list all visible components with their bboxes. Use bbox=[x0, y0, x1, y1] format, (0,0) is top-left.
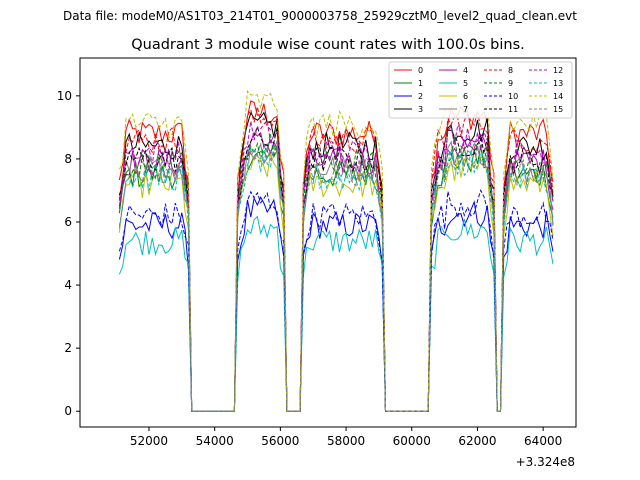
y-tick-label: 2 bbox=[64, 341, 72, 355]
y-axis: 0 2 4 6 8 10 bbox=[57, 89, 80, 418]
series-line-2 bbox=[118, 196, 554, 412]
series-line-10 bbox=[118, 188, 554, 412]
series-line-11 bbox=[118, 125, 554, 412]
legend-label-15: 15 bbox=[553, 105, 563, 114]
x-tick-label: 60000 bbox=[393, 434, 431, 448]
legend-label-14: 14 bbox=[553, 92, 563, 101]
x-tick-label: 56000 bbox=[261, 434, 299, 448]
y-tick-label: 6 bbox=[64, 215, 72, 229]
legend-label-2: 2 bbox=[418, 92, 423, 101]
legend-label-6: 6 bbox=[463, 92, 468, 101]
legend-label-13: 13 bbox=[553, 79, 563, 88]
x-offset-label: +3.324e8 bbox=[516, 455, 575, 469]
series-layer bbox=[118, 89, 554, 412]
x-tick-label: 64000 bbox=[524, 434, 562, 448]
x-tick-label: 54000 bbox=[196, 434, 234, 448]
y-tick-label: 10 bbox=[57, 89, 72, 103]
y-tick-label: 0 bbox=[64, 404, 72, 418]
series-line-15 bbox=[118, 140, 554, 412]
legend-box bbox=[388, 61, 573, 119]
plot-area: 52000 54000 56000 58000 60000 62000 64000 0 2 4 6… bbox=[57, 57, 577, 469]
legend-label-7: 7 bbox=[463, 105, 468, 114]
suptitle: Data file: modeM0/AS1T03_214T01_90000037… bbox=[63, 9, 577, 23]
y-tick-label: 8 bbox=[64, 152, 72, 166]
legend-label-8: 8 bbox=[508, 66, 513, 75]
series-line-14 bbox=[118, 89, 554, 412]
legend-label-0: 0 bbox=[418, 66, 423, 75]
legend-label-5: 5 bbox=[463, 79, 468, 88]
series-line-5 bbox=[118, 215, 554, 412]
legend-label-9: 9 bbox=[508, 79, 513, 88]
x-axis: 52000 54000 56000 58000 60000 62000 64000 bbox=[130, 427, 562, 448]
y-tick-label: 4 bbox=[64, 278, 72, 292]
legend-label-11: 11 bbox=[508, 105, 518, 114]
legend-label-10: 10 bbox=[508, 92, 518, 101]
legend-label-4: 4 bbox=[463, 66, 468, 75]
legend-label-3: 3 bbox=[418, 105, 423, 114]
chart-title: Quadrant 3 module wise count rates with … bbox=[131, 37, 525, 53]
legend-label-1: 1 bbox=[418, 79, 423, 88]
x-tick-label: 52000 bbox=[130, 434, 168, 448]
x-tick-label: 62000 bbox=[458, 434, 496, 448]
axes-frame bbox=[79, 57, 577, 428]
x-tick-label: 58000 bbox=[327, 434, 365, 448]
legend-label-12: 12 bbox=[553, 66, 563, 75]
